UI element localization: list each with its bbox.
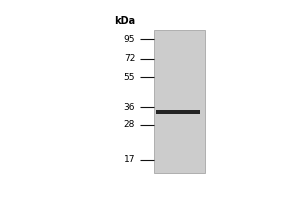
Text: 55: 55 (124, 73, 135, 82)
Bar (156, 110, 200, 114)
Bar (154, 30, 205, 173)
Text: 95: 95 (124, 35, 135, 44)
Text: 28: 28 (124, 120, 135, 129)
Text: 36: 36 (124, 103, 135, 112)
Text: 72: 72 (124, 54, 135, 63)
Text: kDa: kDa (114, 16, 135, 26)
Text: 17: 17 (124, 155, 135, 164)
